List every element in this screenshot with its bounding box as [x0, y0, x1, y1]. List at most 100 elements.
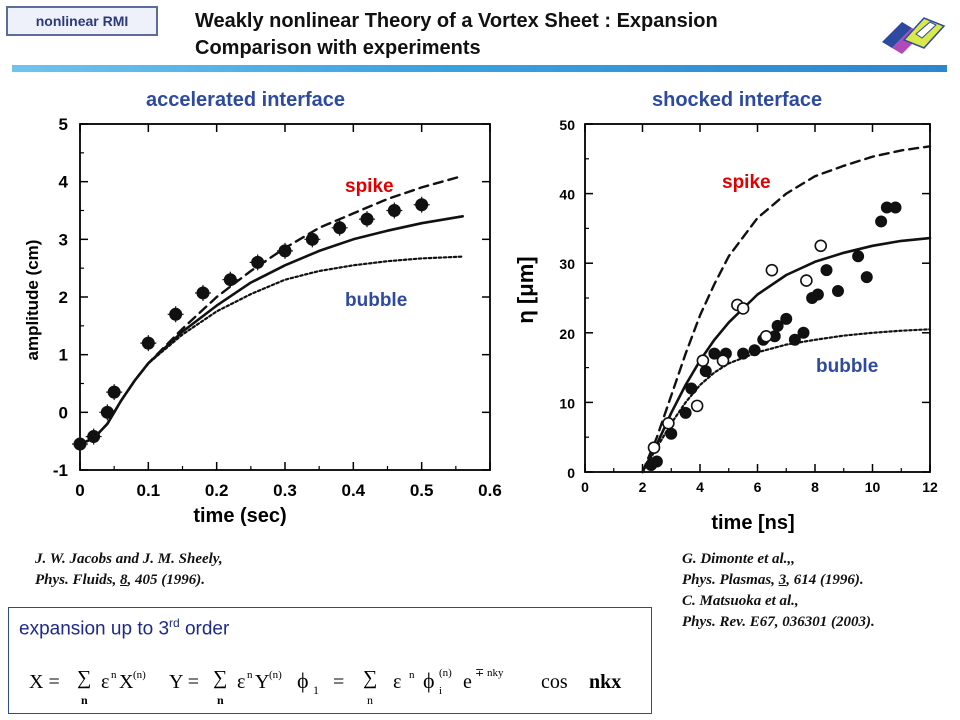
- expansion-formula: X = ∑ n ε n X (n) Y = ∑ n ε n Y (n) ϕ 1 …: [29, 667, 621, 707]
- data-point-open: [696, 354, 710, 367]
- left-panel-title: accelerated interface: [146, 89, 346, 111]
- data-point-open: [800, 274, 813, 287]
- svg-text:Y =: Y =: [169, 671, 199, 693]
- data-point: [699, 365, 712, 378]
- y-axis-label: η [μm]: [513, 256, 538, 323]
- left-ref-volume: 8: [120, 572, 128, 588]
- spike-label: spike: [345, 176, 394, 197]
- data-point: [832, 285, 844, 298]
- svg-text:ϕ: ϕ: [423, 668, 435, 693]
- svg-text:cos: cos: [541, 671, 568, 693]
- x-tick-label: 0.4: [342, 481, 366, 500]
- data-point: [780, 312, 793, 325]
- y-tick-label: 1: [59, 346, 68, 365]
- y-tick-label: 4: [59, 173, 69, 192]
- right-ref-line4: Phys. Rev. E67, 036301 (2003).: [682, 614, 875, 630]
- y-tick-label: 3: [59, 230, 68, 249]
- svg-text:n: n: [247, 669, 253, 681]
- slide-title: Weakly nonlinear Theory of a Vortex Shee…: [195, 8, 718, 62]
- svg-text:i: i: [439, 685, 442, 697]
- logo-icon: [882, 17, 946, 54]
- data-point: [737, 347, 750, 360]
- slide-title-line1: Weakly nonlinear Theory of a Vortex Shee…: [195, 10, 718, 32]
- data-point: [679, 406, 692, 419]
- bubble-label: bubble: [816, 356, 878, 377]
- left-ref-line2-suffix: , 405 (1996).: [127, 572, 206, 588]
- data-point: [852, 250, 865, 263]
- data-point: [665, 427, 678, 440]
- svg-text:X: X: [119, 671, 134, 693]
- data-point-open: [647, 441, 661, 454]
- expansion-title-suffix: order: [179, 618, 230, 640]
- x-tick-label: 0.5: [410, 481, 434, 500]
- y-tick-label: 40: [559, 187, 575, 203]
- y-tick-label: 2: [59, 288, 68, 307]
- expansion-title-text: expansion up to 3: [19, 618, 170, 640]
- data-point: [820, 264, 833, 277]
- section-tag: nonlinear RMI: [6, 6, 158, 36]
- data-point: [875, 215, 888, 228]
- svg-text:ϕ: ϕ: [297, 668, 309, 693]
- data-point: [771, 319, 784, 332]
- svg-text:e: e: [463, 671, 472, 693]
- data-point-open: [814, 239, 828, 253]
- svg-text:∑: ∑: [213, 667, 227, 689]
- svg-text:X =: X =: [29, 671, 60, 693]
- svg-text:n: n: [367, 693, 373, 707]
- expansion-title: expansion up to 3rd order: [19, 616, 229, 640]
- y-tick-label: 5: [59, 115, 68, 134]
- plot-frame: [79, 123, 491, 471]
- expansion-box: expansion up to 3rd order X = ∑ n ε n X …: [8, 607, 652, 714]
- left-ref-line1: J. W. Jacobs and J. M. Sheely,: [35, 551, 223, 567]
- header-rule: [12, 65, 947, 72]
- data-point-open: [759, 329, 773, 343]
- y-tick-label: 0: [567, 465, 575, 481]
- data-point-open: [690, 399, 704, 413]
- data-point: [748, 344, 761, 357]
- svg-text:nkx: nkx: [589, 671, 621, 693]
- svg-text:n: n: [111, 669, 117, 681]
- svg-text:n: n: [217, 693, 224, 707]
- svg-text:n: n: [409, 669, 415, 681]
- y-tick-label: 20: [559, 326, 575, 342]
- right-ref-line2-prefix: Phys. Plasmas,: [682, 572, 779, 588]
- data-point: [889, 201, 902, 214]
- x-tick-label: 12: [922, 479, 938, 495]
- x-tick-label: 0: [581, 479, 589, 495]
- data-point: [811, 288, 824, 301]
- right-reference: G. Dimonte et al.,, Phys. Plasmas, 3, 61…: [682, 549, 875, 633]
- svg-text:∑: ∑: [363, 667, 377, 689]
- x-tick-label: 6: [754, 479, 762, 495]
- curve-dashed: [641, 145, 932, 474]
- data-point-open: [736, 302, 750, 315]
- right-chart: 0 2 4 6 8 10 12 0 10 20 30 40 50 time [ns] η [μm] spike…: [513, 117, 938, 534]
- svg-text:(n): (n): [133, 669, 146, 681]
- right-ref-line2-suffix: , 614 (1996).: [786, 572, 864, 588]
- data-point-open: [765, 263, 779, 277]
- data-point: [685, 382, 698, 395]
- svg-text:(n): (n): [439, 667, 452, 679]
- y-tick-label: 0: [59, 403, 68, 422]
- expansion-title-sup: rd: [169, 616, 180, 630]
- svg-text:=: =: [333, 671, 344, 693]
- curve-solid: [78, 215, 464, 446]
- data-point-open: [662, 416, 675, 430]
- x-axis-label: time (sec): [193, 505, 286, 527]
- left-reference: J. W. Jacobs and J. M. Sheely, Phys. Flu…: [35, 549, 223, 591]
- y-tick-label: -1: [53, 461, 68, 480]
- svg-text:ε: ε: [101, 671, 109, 693]
- x-tick-label: 0.3: [273, 481, 297, 500]
- svg-text:1: 1: [313, 683, 319, 697]
- curve-dashed: [78, 174, 464, 446]
- x-tick-label: 0.2: [205, 481, 229, 500]
- svg-text:(n): (n): [269, 669, 282, 681]
- y-tick-label: 50: [559, 117, 575, 133]
- data-point: [860, 271, 873, 284]
- x-tick-label: 0: [75, 481, 84, 500]
- svg-text:Y: Y: [255, 671, 269, 693]
- data-point-open: [716, 354, 730, 367]
- x-tick-label: 0.1: [137, 481, 161, 500]
- left-chart: 0 0.1 0.2 0.3 0.4 0.5 0.6 -1 0 1 2 3 4 5 time (sec) amp…: [23, 115, 502, 527]
- x-tick-label: 0.6: [478, 481, 502, 500]
